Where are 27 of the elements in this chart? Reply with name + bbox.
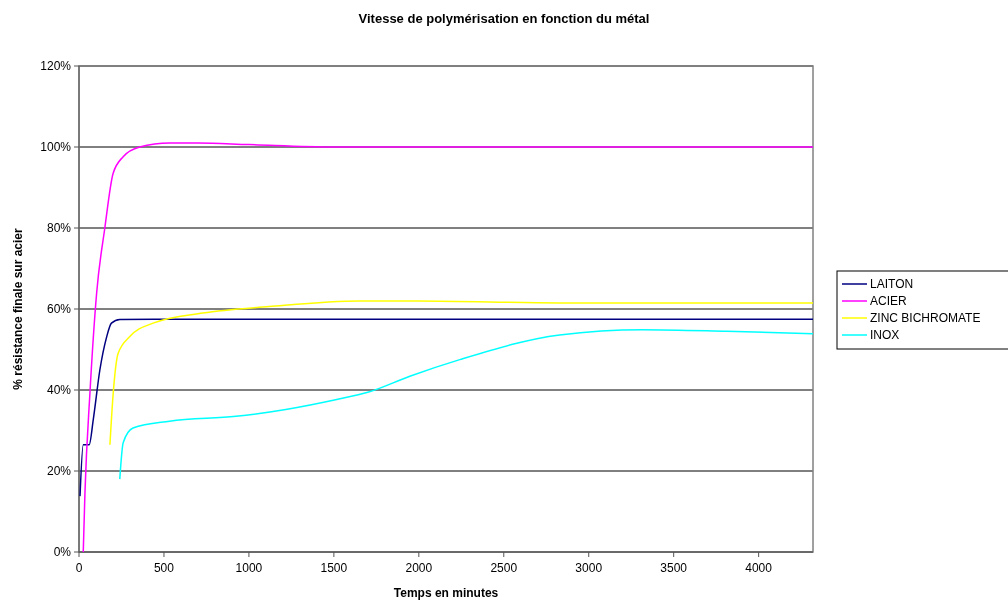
line-series — [109, 300, 814, 446]
line-series — [79, 318, 814, 497]
x-tick-label: 2000 — [405, 561, 433, 575]
x-tick-label: 500 — [153, 561, 175, 575]
x-tick-label: 0 — [75, 561, 83, 575]
legend-label: ZINC BICHROMATE — [870, 311, 981, 326]
y-tick-label: 100% — [40, 140, 72, 155]
x-tick-label: 4000 — [745, 561, 773, 575]
legend-label: LAITON — [870, 277, 914, 292]
legend-label: INOX — [870, 328, 900, 343]
x-tick-label: 1500 — [320, 561, 348, 575]
y-tick-label: 120% — [40, 59, 72, 74]
y-axis-title: % résistance finale sur acier — [11, 227, 25, 390]
x-tick-label: 3500 — [660, 561, 688, 575]
y-tick-label: 20% — [46, 464, 72, 479]
legend-label: ACIER — [870, 294, 908, 309]
x-axis-title: Temps en minutes — [393, 586, 499, 600]
y-tick-label: 40% — [46, 383, 72, 398]
y-tick-label: 0% — [53, 545, 72, 560]
line-series — [119, 328, 814, 480]
chart-title: Vitesse de polymérisation en fonction du métal — [358, 11, 650, 26]
y-tick-label: 60% — [46, 302, 72, 317]
x-tick-label: 3000 — [575, 561, 603, 575]
line-series — [82, 142, 814, 553]
y-tick-label: 80% — [46, 221, 72, 236]
x-tick-label: 2500 — [490, 561, 518, 575]
x-tick-label: 1000 — [235, 561, 263, 575]
